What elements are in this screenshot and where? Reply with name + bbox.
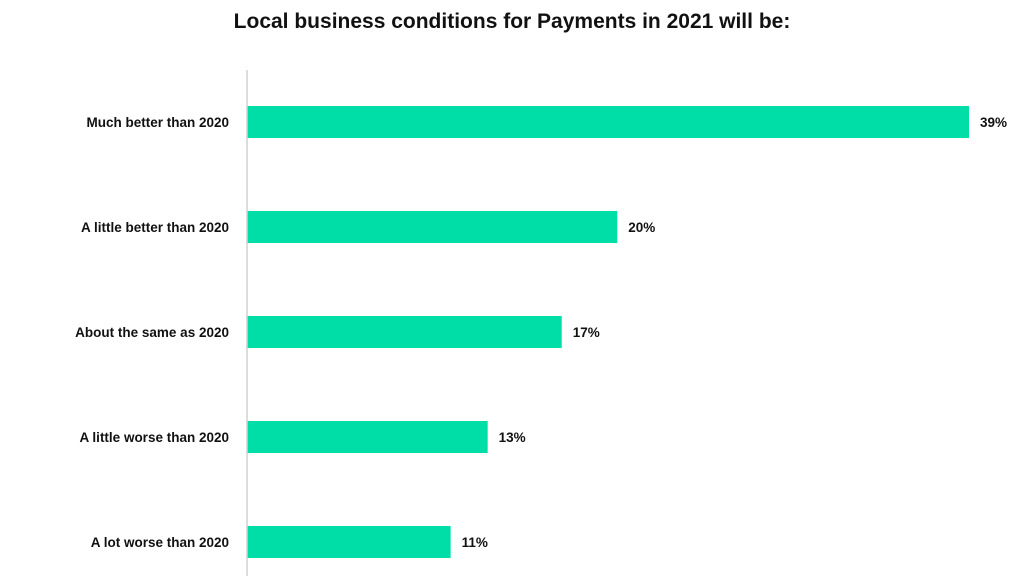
category-label-2: About the same as 2020 <box>75 325 229 340</box>
labels-layer: Much better than 2020 39% A little better … <box>75 115 1007 550</box>
value-label-2: 17% <box>573 325 600 340</box>
category-label-4: A lot worse than 2020 <box>91 535 229 550</box>
value-label-3: 13% <box>499 430 526 445</box>
value-label-1: 20% <box>628 220 655 235</box>
bars-layer <box>247 106 969 558</box>
category-label-0: Much better than 2020 <box>86 115 229 130</box>
bar-4 <box>247 526 451 558</box>
category-label-3: A little worse than 2020 <box>79 430 229 445</box>
category-label-1: A little better than 2020 <box>81 220 229 235</box>
chart-title: Local business conditions for Payments i… <box>233 10 791 33</box>
value-label-4: 11% <box>462 535 488 550</box>
bar-1 <box>247 211 618 243</box>
bar-2 <box>247 316 562 348</box>
bar-3 <box>247 421 488 453</box>
value-label-0: 39% <box>980 115 1007 130</box>
bar-0 <box>247 106 969 138</box>
